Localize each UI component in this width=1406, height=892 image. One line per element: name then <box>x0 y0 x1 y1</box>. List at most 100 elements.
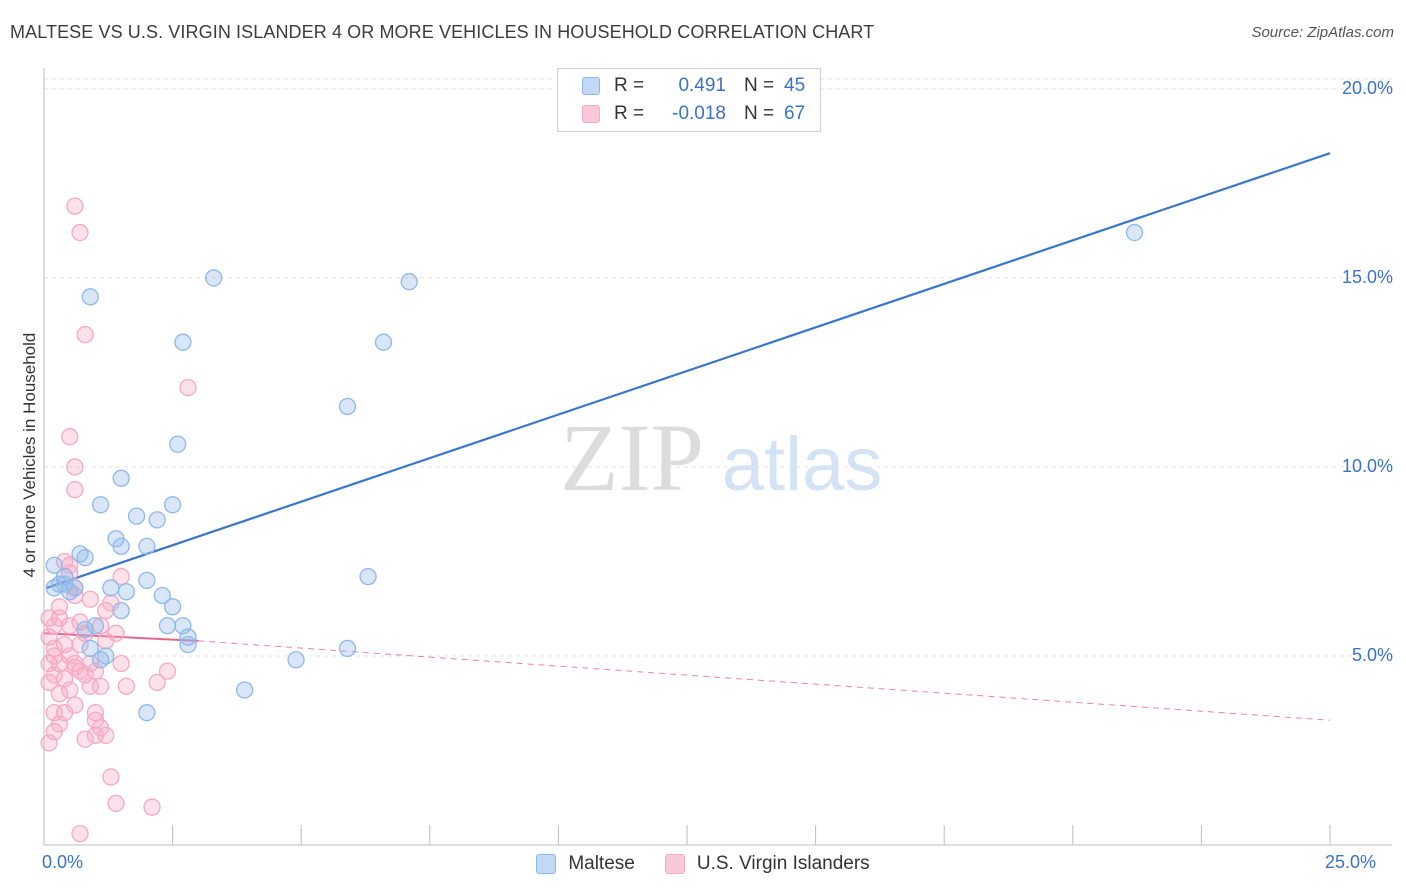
series-swatch-virgin-islanders <box>664 854 685 874</box>
point-virgin-islanders <box>112 567 130 586</box>
point-virgin-islanders <box>102 768 120 786</box>
point-virgin-islanders <box>97 726 115 745</box>
series-label-virgin-islanders: U.S. Virgin Islanders <box>696 853 870 874</box>
y-tick-label: 20.0% <box>1341 77 1393 98</box>
point-maltese <box>127 507 146 525</box>
point-maltese <box>163 598 182 616</box>
point-maltese <box>117 583 135 601</box>
legend-swatch-maltese <box>582 77 600 95</box>
point-maltese <box>81 639 99 658</box>
point-maltese <box>55 575 74 593</box>
point-virgin-islanders <box>61 681 79 699</box>
trend-line-maltese <box>46 152 1331 589</box>
legend-row-maltese: R = 0.491 N = 45 <box>582 75 805 97</box>
point-maltese <box>163 496 182 514</box>
point-maltese <box>138 571 156 590</box>
point-maltese <box>81 288 99 306</box>
point-virgin-islanders <box>143 798 161 816</box>
point-maltese <box>169 435 187 453</box>
point-virgin-islanders <box>50 654 69 673</box>
point-maltese <box>153 586 171 605</box>
legend-r-value-maltese: 0.491 <box>678 75 726 96</box>
point-maltese <box>91 496 110 514</box>
y-tick-label: 15.0% <box>1341 266 1393 287</box>
point-maltese <box>174 333 192 351</box>
point-virgin-islanders <box>81 590 99 608</box>
series-legend-virgin-islanders: U.S. Virgin Islanders <box>664 853 870 875</box>
point-maltese <box>112 469 130 487</box>
x-tick-label-max: 25.0% <box>1325 852 1377 872</box>
watermark-atlas: atlas <box>722 422 883 507</box>
point-maltese <box>102 579 120 597</box>
series-swatch-maltese <box>536 854 557 874</box>
trend-lines <box>43 152 1331 721</box>
series-label-maltese: Maltese <box>568 853 635 874</box>
legend-n-label: N = <box>744 75 775 96</box>
point-maltese <box>400 273 418 291</box>
point-maltese <box>205 269 223 287</box>
chart-title: MALTESE VS U.S. VIRGIN ISLANDER 4 OR MOR… <box>10 22 875 42</box>
point-virgin-islanders <box>45 722 63 741</box>
point-virgin-islanders <box>55 704 74 722</box>
legend-r-label: R = <box>614 103 645 124</box>
trend-line-virgin-islanders-extended <box>198 640 1331 721</box>
point-maltese <box>338 397 357 416</box>
x-tick-label-min: 0.0% <box>42 852 84 872</box>
point-virgin-islanders <box>112 654 130 673</box>
point-maltese <box>66 579 84 597</box>
point-maltese <box>359 567 377 586</box>
point-virgin-islanders <box>71 825 89 843</box>
point-virgin-islanders <box>91 677 110 695</box>
point-maltese <box>97 647 115 665</box>
point-maltese <box>45 579 63 597</box>
axes <box>43 68 1392 846</box>
legend-r-value-virgin-islanders: -0.018 <box>672 103 726 124</box>
point-virgin-islanders <box>148 673 166 692</box>
point-maltese <box>287 651 305 669</box>
point-maltese <box>338 639 357 658</box>
point-maltese <box>374 333 393 351</box>
legend-n-value-maltese: 45 <box>784 75 806 96</box>
point-virgin-islanders <box>50 685 69 703</box>
point-virgin-islanders <box>107 794 125 813</box>
gridlines <box>44 78 1392 657</box>
point-virgin-islanders <box>66 197 84 215</box>
point-maltese <box>45 556 63 574</box>
point-maltese <box>112 537 130 555</box>
point-maltese <box>1125 223 1144 242</box>
legend-row-virgin-islanders: R = -0.018 N = 67 <box>582 103 805 125</box>
y-tick-label: 10.0% <box>1341 455 1393 476</box>
point-virgin-islanders <box>71 662 89 680</box>
legend-n-value-virgin-islanders: 67 <box>784 103 806 124</box>
point-virgin-islanders <box>45 639 63 658</box>
point-maltese <box>76 549 94 567</box>
point-maltese <box>235 681 254 699</box>
point-maltese <box>148 511 166 529</box>
legend-swatch-virgin-islanders <box>582 105 600 123</box>
point-virgin-islanders <box>107 624 125 642</box>
point-maltese <box>138 537 156 555</box>
source-label: Source: ZipAtlas.com <box>1251 24 1394 41</box>
correlation-legend: R = 0.491 N = 45 R = -0.018 N = 67 <box>557 68 821 132</box>
point-virgin-islanders <box>66 480 84 499</box>
point-virgin-islanders <box>71 635 89 654</box>
legend-r-label: R = <box>614 75 645 96</box>
point-virgin-islanders <box>61 428 79 446</box>
point-virgin-islanders <box>117 677 135 695</box>
watermark: ZIP atlas <box>560 404 882 511</box>
point-virgin-islanders <box>179 378 197 397</box>
point-maltese <box>158 617 177 635</box>
point-maltese <box>112 601 130 620</box>
point-virgin-islanders <box>76 730 94 748</box>
watermark-zip: ZIP <box>560 404 704 511</box>
point-virgin-islanders <box>66 458 84 476</box>
point-virgin-islanders <box>71 223 89 242</box>
point-maltese <box>179 635 197 654</box>
point-maltese <box>86 617 105 635</box>
y-tick-label: 5.0% <box>1351 644 1393 665</box>
trend-line-virgin-islanders <box>43 632 199 642</box>
point-virgin-islanders <box>76 325 94 344</box>
data-points <box>40 197 1144 843</box>
series-legend-maltese: Maltese <box>536 853 635 875</box>
